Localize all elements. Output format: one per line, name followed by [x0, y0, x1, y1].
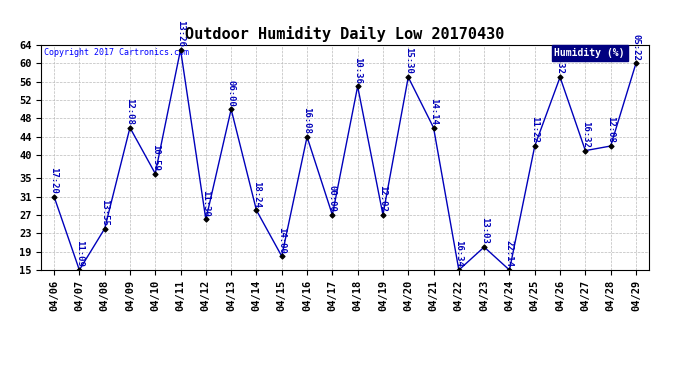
Point: [99, 226, 110, 232]
Text: 16:32: 16:32: [581, 121, 590, 148]
Text: 11:30: 11:30: [201, 190, 210, 217]
Point: [428, 124, 439, 130]
Point: [453, 267, 464, 273]
Text: 14:14: 14:14: [429, 98, 438, 125]
Text: 11:09: 11:09: [75, 240, 84, 267]
Point: [302, 134, 313, 140]
Text: 11:22: 11:22: [530, 116, 540, 143]
Point: [403, 74, 414, 80]
Text: 00:00: 00:00: [328, 185, 337, 212]
Point: [124, 124, 135, 130]
Point: [226, 106, 237, 112]
Point: [352, 83, 363, 89]
Text: 16:32: 16:32: [555, 48, 564, 74]
Point: [48, 194, 59, 200]
Point: [555, 74, 566, 80]
Point: [479, 244, 490, 250]
Text: 18:24: 18:24: [252, 181, 261, 207]
Point: [504, 267, 515, 273]
Text: 06:00: 06:00: [226, 80, 236, 106]
Point: [529, 143, 540, 149]
Point: [631, 60, 642, 66]
Text: Humidity (%): Humidity (%): [555, 48, 625, 58]
Text: 22:14: 22:14: [505, 240, 514, 267]
Text: 10:36: 10:36: [353, 57, 362, 84]
Point: [74, 267, 85, 273]
Text: 05:22: 05:22: [631, 34, 640, 61]
Point: [150, 171, 161, 177]
Text: 14:00: 14:00: [277, 226, 286, 254]
Text: 10:59: 10:59: [150, 144, 160, 171]
Text: 12:08: 12:08: [606, 116, 615, 143]
Text: 12:08: 12:08: [126, 98, 135, 125]
Text: 17:20: 17:20: [50, 167, 59, 194]
Text: 13:03: 13:03: [480, 217, 489, 244]
Point: [605, 143, 616, 149]
Text: Copyright 2017 Cartronics.com: Copyright 2017 Cartronics.com: [44, 48, 190, 57]
Text: 16:08: 16:08: [302, 107, 312, 134]
Text: 16:34: 16:34: [454, 240, 464, 267]
Text: 15:30: 15:30: [404, 48, 413, 74]
Text: 13:26: 13:26: [176, 20, 185, 47]
Point: [327, 212, 338, 218]
Title: Outdoor Humidity Daily Low 20170430: Outdoor Humidity Daily Low 20170430: [186, 27, 504, 42]
Point: [580, 148, 591, 154]
Point: [377, 212, 388, 218]
Point: [175, 46, 186, 53]
Text: 13:55: 13:55: [100, 199, 109, 226]
Point: [276, 253, 287, 259]
Text: 12:02: 12:02: [378, 185, 388, 212]
Point: [200, 216, 211, 222]
Point: [251, 207, 262, 213]
